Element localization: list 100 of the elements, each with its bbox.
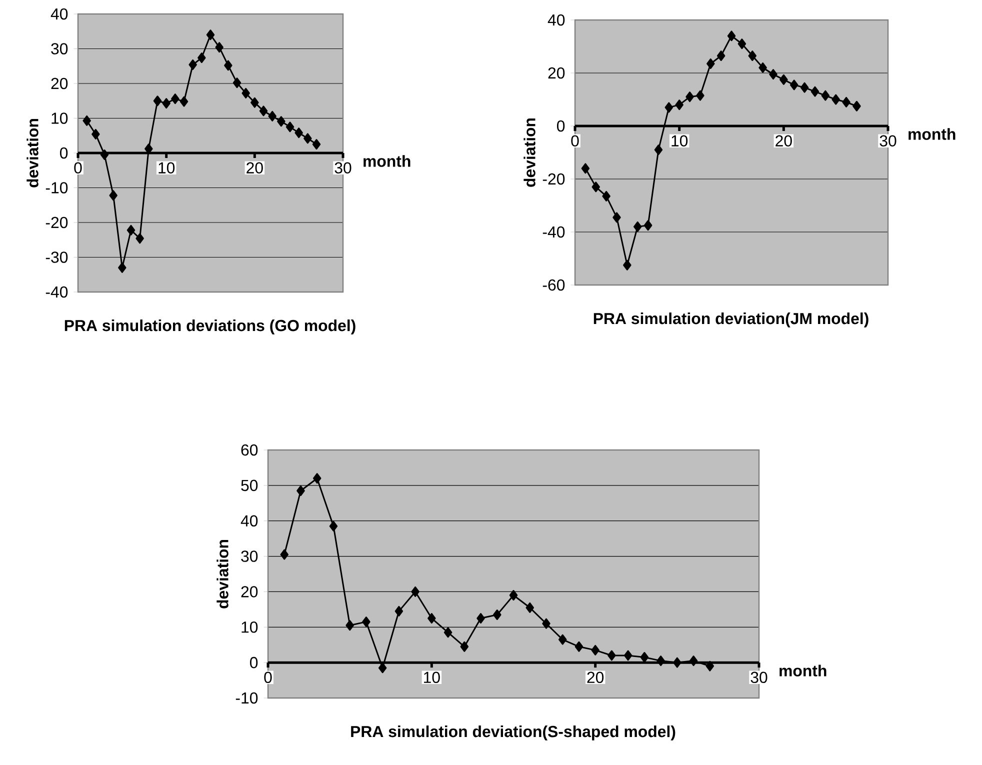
point [727, 30, 736, 42]
point [800, 82, 809, 93]
text: PRA simulation deviation(JM model) [594, 312, 868, 328]
point [346, 620, 354, 631]
point [242, 88, 250, 98]
point [304, 133, 312, 144]
y-tick-label: -20 [46, 216, 68, 228]
y-tick-label: 10 [52, 112, 68, 124]
point [790, 80, 798, 90]
point [602, 190, 610, 202]
y-tick-label: 50 [241, 480, 258, 492]
y-tick-label: 40 [548, 14, 565, 26]
point [171, 94, 180, 104]
y-tick-label: -30 [46, 252, 68, 263]
y-tick-label: -10 [236, 692, 258, 704]
point [198, 52, 206, 64]
text: PRA simulation deviations (GO model) [64, 320, 356, 334]
point [656, 656, 665, 666]
x-tick-label: 0 [264, 672, 272, 684]
point [654, 144, 663, 156]
point [92, 128, 100, 140]
point [444, 627, 452, 638]
y-tick-label: -20 [542, 173, 565, 185]
point [476, 613, 485, 624]
x-tick-label: 10 [672, 135, 688, 146]
point [411, 586, 420, 597]
x-tick-label: 0 [74, 162, 82, 174]
point [581, 163, 590, 174]
point [592, 182, 600, 192]
y-tick-label: 10 [242, 622, 258, 633]
point [180, 96, 188, 107]
point [296, 485, 305, 496]
x-tick-label: 20 [776, 135, 792, 146]
point [118, 262, 126, 273]
point [378, 662, 387, 674]
x-tick-label: 30 [334, 162, 352, 174]
y-axis-title: deviation [26, 118, 38, 188]
point [780, 74, 788, 85]
y-tick-label: -10 [46, 182, 68, 194]
point [810, 86, 820, 97]
point [232, 78, 242, 88]
x-axis-title: month [908, 128, 956, 140]
y-tick-label: 20 [548, 67, 565, 79]
point [748, 50, 756, 62]
point [294, 128, 303, 138]
x-tick-label: 0 [571, 135, 579, 146]
point [608, 650, 616, 661]
point [769, 69, 778, 80]
point [542, 618, 550, 629]
point [286, 122, 294, 132]
y-tick-label: -40 [46, 286, 68, 298]
x-tick-label: 20 [587, 672, 604, 684]
point [394, 606, 404, 616]
point [312, 139, 321, 150]
point [644, 220, 652, 231]
point [82, 115, 91, 126]
y-axis-title: deviation [524, 118, 536, 187]
point [758, 62, 767, 73]
point [268, 110, 276, 122]
y-tick-label: 30 [241, 550, 258, 562]
point [100, 149, 109, 160]
point [312, 473, 322, 484]
point [624, 650, 632, 661]
y-tick-label: 20 [241, 586, 258, 598]
point [250, 97, 259, 108]
point [821, 90, 830, 101]
point [153, 96, 162, 106]
y-tick-label: -60 [542, 279, 565, 291]
point [664, 102, 674, 113]
y-tick-label: 40 [240, 515, 258, 526]
text: PRA simulation deviation(S-shaped model) [351, 726, 676, 740]
x-axis-title: month [364, 155, 410, 167]
point [612, 212, 621, 223]
point [493, 609, 502, 620]
point [188, 59, 197, 70]
y-tick-label: 0 [250, 656, 258, 668]
point [842, 96, 850, 108]
point [689, 656, 698, 666]
point [215, 42, 224, 53]
y-tick-label: 0 [60, 147, 68, 159]
point [716, 50, 726, 62]
point [428, 613, 436, 624]
point [696, 90, 704, 101]
point [640, 652, 649, 663]
point [509, 590, 518, 601]
point [206, 30, 215, 40]
y-tick-label: -40 [542, 226, 565, 238]
point [109, 190, 118, 201]
point [852, 100, 861, 112]
point [280, 549, 288, 560]
y-tick-label: 0 [557, 120, 565, 132]
point [224, 60, 232, 71]
x-axis-title: month [780, 664, 826, 676]
point [329, 520, 338, 532]
y-tick-label: 40 [50, 8, 68, 20]
point [633, 221, 642, 232]
x-tick-label: 30 [880, 135, 896, 146]
point [675, 100, 684, 110]
point [558, 634, 567, 645]
point [832, 94, 840, 105]
